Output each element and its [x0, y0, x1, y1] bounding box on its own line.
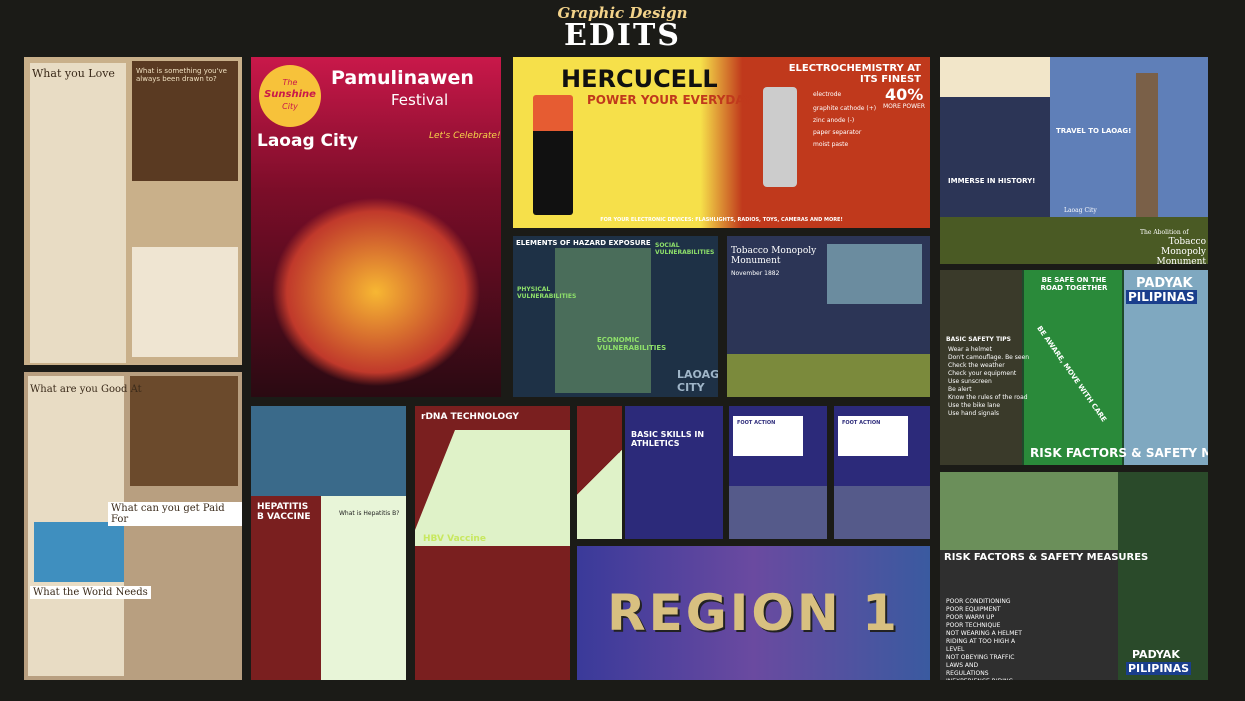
tips-heading: BASIC SAFETY TIPS [946, 336, 1011, 343]
item: POOR CONDITIONING [946, 598, 1011, 605]
tips: Wear a helmet Don't camouflage. Be seen … [948, 346, 1029, 418]
tagline: Let's Celebrate! [429, 131, 501, 141]
tile-risk: RISK FACTORS & SAFETY MEASURES POOR COND… [940, 472, 1208, 680]
banner: BE SAFE ON THE ROAD TOGETHER [1040, 276, 1108, 292]
brand: PILIPINAS [1126, 662, 1192, 675]
title: EDITS [564, 18, 681, 53]
title: FOOT ACTION [842, 420, 881, 426]
section: ECONOMIC VULNERABILITIES [597, 336, 667, 352]
item: POOR TECHNIQUE [946, 622, 1001, 629]
item: NOT OBEYING TRAFFIC LAWS AND REGULATIONS [946, 654, 1015, 677]
tip: Check your equipment [948, 370, 1017, 377]
tile-foot: FOOT ACTION [729, 406, 827, 539]
tile-small [577, 406, 622, 539]
heading: TRAVEL TO LAOAG! [1056, 127, 1132, 135]
badge: The Sunshine City [259, 65, 321, 127]
title: Pamulinawen [331, 67, 474, 89]
label: moist paste [813, 141, 849, 148]
tip: Check the weather [948, 362, 1005, 369]
title: BASIC SKILLS IN ATHLETICS [631, 430, 705, 448]
heading: What can you get Paid For [108, 502, 242, 526]
title: RISK FACTORS & SAFETY MEASURES [944, 552, 1149, 563]
tile-athletics: BASIC SKILLS IN ATHLETICS [625, 406, 723, 539]
footer: FOR YOUR ELECTRONIC DEVICES: FLASHLIGHTS… [600, 217, 843, 223]
label: graphite cathode (+) [813, 105, 877, 112]
heading: What are you Good At [30, 384, 142, 395]
title: ELEMENTS OF HAZARD EXPOSURE [516, 239, 651, 247]
tip: Wear a helmet [948, 346, 992, 353]
label: zinc anode (-) [813, 117, 855, 124]
title: rDNA TECHNOLOGY [421, 412, 519, 422]
title: HEPATITIS B VACCINE [257, 502, 311, 522]
note: What is something you've always been dra… [136, 67, 227, 83]
item: INEXPERIENCE RIDING WITH OTHER BIKERS [946, 678, 1022, 680]
tile-hepatitis: HEPATITIS B VACCINE What is Hepatitis B? [251, 406, 406, 680]
item: NOT WEARING A HELMET [946, 630, 1022, 637]
caption: Laoag City [1064, 207, 1097, 214]
promo: 40% [885, 85, 924, 104]
label: paper separator [813, 129, 862, 136]
question: What is Hepatitis B? [339, 510, 400, 517]
brand: HERCUCELL [561, 65, 718, 93]
city: LAOAG CITY [677, 368, 718, 394]
tip: Use sunscreen [948, 378, 992, 385]
title: REGION 1 [607, 584, 900, 642]
brand: PADYAK [1136, 276, 1193, 291]
tile-battery: HERCUCELL POWER YOUR EVERYDAY ELECTROCHE… [513, 57, 930, 228]
labels: graphite cathode (+) zinc anode (-) pape… [813, 103, 876, 151]
tile-hazard: ELEMENTS OF HAZARD EXPOSURE PHYSICAL VUL… [513, 236, 718, 397]
brand: PILIPINAS [1126, 290, 1197, 304]
tile-foot: FOOT ACTION [834, 406, 930, 539]
brand: PADYAK [1132, 648, 1180, 661]
tile-region: REGION 1 [577, 546, 930, 680]
label: electrode [813, 91, 842, 98]
script-title: Graphic Design [557, 4, 688, 22]
badge-text: The [282, 78, 298, 87]
topic: ELECTROCHEMISTRY AT ITS FINEST [788, 63, 921, 85]
tile-monument: TRAVEL TO LAOAG! IMMERSE IN HISTORY! The… [940, 57, 1208, 264]
tile-monument-small: Tobacco Monopoly Monument November 1882 [727, 236, 930, 397]
badge-text: City [282, 102, 298, 111]
slogan: POWER YOUR EVERYDAY [587, 93, 753, 107]
item: POOR WARM UP [946, 614, 995, 621]
bottom: RISK FACTORS & SAFETY MEASURES [1030, 446, 1208, 460]
tile-festival: The Sunshine City Pamulinawen Festival L… [251, 57, 501, 397]
tip: Use hand signals [948, 410, 999, 417]
heading: What the World Needs [30, 586, 151, 599]
title: Tobacco Monopoly Monument [731, 246, 817, 266]
subtitle: Festival [391, 91, 449, 109]
section: PHYSICAL VULNERABILITIES [517, 286, 577, 300]
title: FOOT ACTION [737, 420, 776, 426]
tile-love: What you Love What is something you've a… [24, 57, 242, 365]
city: Laoag City [257, 131, 359, 151]
items: POOR CONDITIONING POOR EQUIPMENT POOR WA… [946, 598, 1022, 680]
item: RIDING AT TOO HIGH A LEVEL [946, 638, 1016, 653]
section: SOCIAL VULNERABILITIES [655, 242, 715, 256]
tile-rdna: rDNA TECHNOLOGY HBV Vaccine [415, 406, 570, 680]
item: POOR EQUIPMENT [946, 606, 1001, 613]
date: November 1882 [731, 270, 780, 277]
heading: IMMERSE IN HISTORY! [948, 177, 1036, 185]
tip: Use the bike lane [948, 402, 1001, 409]
tip: Be alert [948, 386, 972, 393]
promo-note: MORE POWER [883, 103, 925, 110]
tip: Know the rules of the road [948, 394, 1028, 401]
heading: What you Love [32, 67, 115, 80]
tip: Don't camouflage. Be seen [948, 354, 1030, 361]
badge-text: Sunshine [264, 89, 316, 100]
title: The Abolition of [1140, 229, 1189, 236]
tile-good: What are you Good At What can you get Pa… [24, 372, 242, 680]
title: Tobacco Monopoly Monument [1156, 237, 1207, 264]
tile-padyak: BASIC SAFETY TIPS Wear a helmet Don't ca… [940, 270, 1208, 465]
subtitle: HBV Vaccine [423, 534, 486, 544]
